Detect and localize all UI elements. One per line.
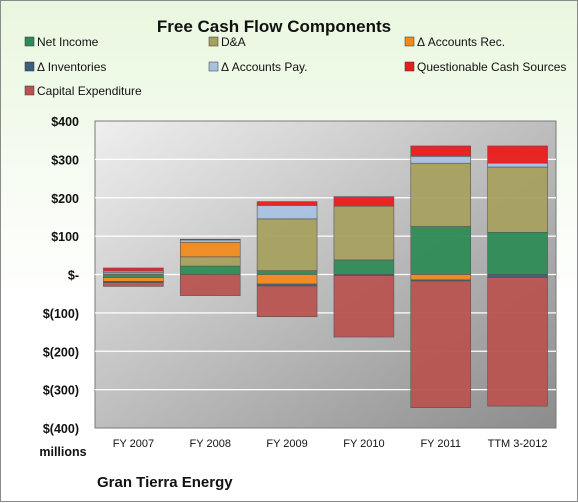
y-tick-label: $(300): [43, 384, 79, 398]
bar-segment: [487, 166, 548, 233]
x-tick-label: FY 2011: [420, 438, 461, 450]
x-tick-label: FY 2008: [190, 438, 231, 450]
y-axis: $400 $300 $200 $100 $- $(100) $(200) $(300) $(40…: [43, 115, 79, 436]
y-tick-label: $400: [51, 115, 79, 129]
bar-segment: [179, 241, 241, 258]
bar-segment: [103, 277, 164, 282]
legend-swatch: [404, 36, 415, 47]
bar-segment: [333, 275, 395, 338]
bar-segment: [179, 256, 241, 267]
bar-segment: [410, 274, 472, 281]
bar-segment: [333, 259, 395, 275]
bar-segment: [103, 274, 164, 278]
bar-segment: [179, 238, 241, 241]
x-tick-label: FY 2009: [266, 438, 307, 450]
legend-swatch: [404, 61, 415, 72]
legend-swatch: [24, 61, 35, 72]
y-tick-label: $200: [51, 192, 79, 206]
gridlines: [95, 158, 556, 391]
legend-label: Δ Accounts Pay.: [221, 60, 308, 74]
bar-segment: [333, 196, 395, 207]
bar-segment: [256, 270, 318, 275]
y-tick-label: $300: [51, 153, 79, 167]
legend-label: Net Income: [37, 35, 99, 49]
x-axis: FY 2007 FY 2008 FY 2009 FY 2010 FY 2011 TTM 3…: [113, 438, 548, 450]
x-tick-label: TTM 3-2012: [488, 438, 548, 450]
bar-segment: [179, 274, 241, 296]
bar-segment: [487, 277, 548, 407]
bar-segment: [410, 156, 472, 164]
legend-swatch: [208, 36, 219, 47]
bar-segment: [103, 282, 164, 287]
bar-segment: [410, 226, 472, 275]
bar-segment: [256, 218, 318, 271]
company-label: Gran Tierra Energy: [97, 474, 233, 491]
legend: Net Income D&A Δ Accounts Rec. Δ Inventorie…: [24, 35, 566, 98]
bar-segment: [487, 274, 548, 278]
legend-swatch: [24, 36, 35, 47]
legend-label: D&A: [221, 35, 246, 49]
bar-segment: [256, 201, 318, 206]
bar-segment: [410, 145, 472, 157]
unit-label: millions: [39, 445, 86, 459]
legend-label: Δ Accounts Rec.: [417, 35, 505, 49]
bar-segment: [256, 285, 318, 318]
y-tick-label: $(200): [43, 345, 79, 359]
bar-segment: [103, 267, 164, 272]
y-tick-label: $(100): [43, 307, 79, 321]
x-tick-label: FY 2007: [113, 438, 154, 450]
bar-segment: [179, 265, 241, 275]
bar-segment: [256, 274, 318, 285]
chart-title: Free Cash Flow Components: [157, 17, 391, 36]
legend-label: Δ Inventories: [37, 60, 106, 74]
bar-segment: [333, 205, 395, 261]
x-tick-label: FY 2010: [343, 438, 384, 450]
bar-segment: [487, 145, 548, 164]
bars: [103, 145, 548, 408]
y-tick-label: $(400): [43, 422, 79, 436]
legend-label: Questionable Cash Sources: [417, 60, 566, 74]
bar-segment: [487, 162, 548, 168]
legend-label: Capital Expenditure: [37, 84, 142, 98]
bar-segment: [410, 162, 472, 227]
bar-segment: [179, 239, 241, 243]
bar-segment: [410, 280, 472, 408]
bar-segment: [487, 231, 548, 275]
legend-swatch: [24, 85, 35, 96]
legend-swatch: [208, 61, 219, 72]
y-tick-label: $100: [51, 230, 79, 244]
bar-segment: [256, 205, 318, 220]
y-tick-label: $-: [68, 269, 79, 283]
